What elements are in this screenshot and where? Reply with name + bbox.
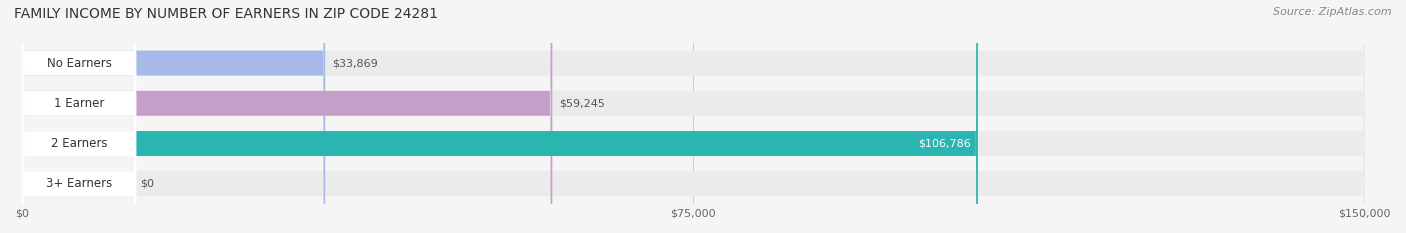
Text: 2 Earners: 2 Earners — [51, 137, 107, 150]
Text: $106,786: $106,786 — [918, 138, 972, 148]
Text: 3+ Earners: 3+ Earners — [46, 177, 112, 190]
Text: $33,869: $33,869 — [332, 58, 378, 68]
FancyBboxPatch shape — [22, 0, 325, 233]
FancyBboxPatch shape — [22, 0, 136, 233]
Text: 1 Earner: 1 Earner — [53, 97, 104, 110]
FancyBboxPatch shape — [22, 0, 553, 233]
FancyBboxPatch shape — [22, 0, 1365, 233]
FancyBboxPatch shape — [22, 0, 1365, 233]
FancyBboxPatch shape — [22, 0, 1365, 233]
Text: $59,245: $59,245 — [560, 98, 605, 108]
FancyBboxPatch shape — [22, 0, 136, 233]
FancyBboxPatch shape — [22, 0, 1365, 233]
FancyBboxPatch shape — [22, 0, 979, 233]
Text: FAMILY INCOME BY NUMBER OF EARNERS IN ZIP CODE 24281: FAMILY INCOME BY NUMBER OF EARNERS IN ZI… — [14, 7, 439, 21]
Text: Source: ZipAtlas.com: Source: ZipAtlas.com — [1274, 7, 1392, 17]
Text: $0: $0 — [141, 179, 155, 189]
Text: No Earners: No Earners — [46, 57, 111, 70]
FancyBboxPatch shape — [22, 0, 136, 233]
FancyBboxPatch shape — [22, 0, 136, 233]
